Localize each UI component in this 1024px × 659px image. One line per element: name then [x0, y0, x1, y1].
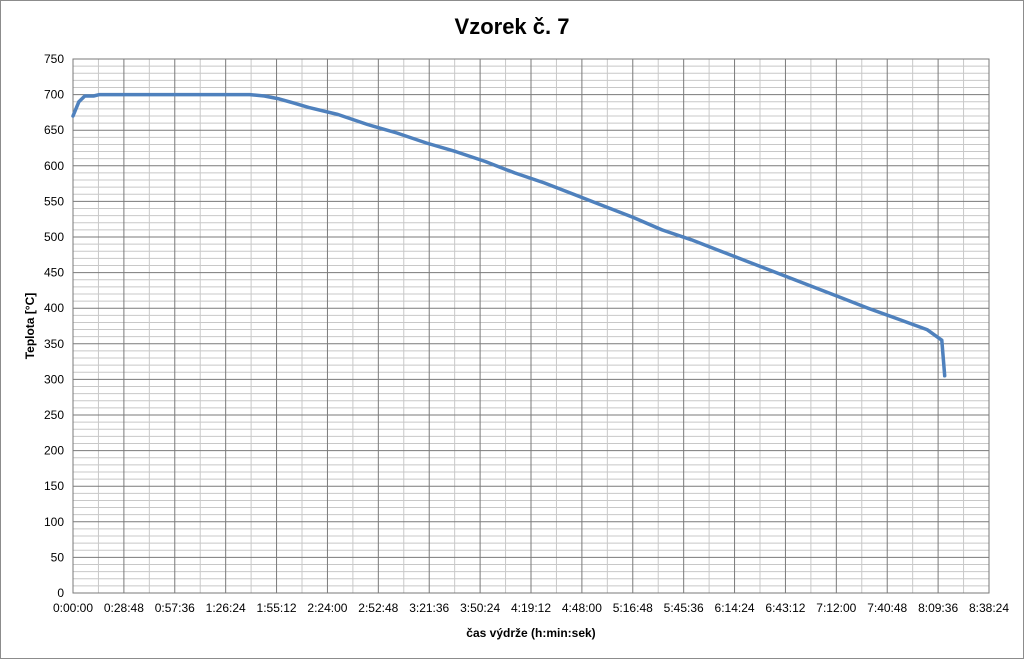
- y-tick-label: 200: [44, 444, 64, 458]
- x-tick-label: 6:14:24: [715, 601, 755, 615]
- y-tick-label: 650: [44, 123, 64, 137]
- chart-title: Vzorek č. 7: [454, 14, 570, 39]
- x-tick-label: 1:55:12: [257, 601, 297, 615]
- major-gridlines: [72, 58, 990, 594]
- y-axis-label: Teplota [°C]: [23, 293, 37, 360]
- y-tick-label: 700: [44, 88, 64, 102]
- y-tick-label: 0: [57, 586, 64, 600]
- y-tick-label: 750: [44, 52, 64, 66]
- x-tick-label: 6:43:12: [765, 601, 805, 615]
- y-tick-label: 250: [44, 408, 64, 422]
- x-tick-label: 4:48:00: [562, 601, 602, 615]
- y-tick-label: 300: [44, 372, 64, 386]
- x-tick-label: 3:50:24: [460, 601, 500, 615]
- y-axis-ticks: 0 50 100 150 200 250 300 350 400 450 500 550 600 650 7…: [44, 52, 64, 600]
- y-tick-label: 450: [44, 266, 64, 280]
- x-tick-label: 0:28:48: [104, 601, 144, 615]
- y-tick-label: 600: [44, 159, 64, 173]
- x-tick-label: 0:57:36: [155, 601, 195, 615]
- x-tick-label: 0:00:00: [53, 601, 93, 615]
- series-line: [71, 92, 947, 378]
- y-tick-label: 50: [51, 550, 65, 564]
- y-tick-label: 100: [44, 515, 64, 529]
- x-tick-label: 2:24:00: [307, 601, 347, 615]
- plot-area-border: [72, 58, 990, 594]
- y-tick-label: 350: [44, 337, 64, 351]
- x-axis-ticks: 0:00:00 0:28:48 0:57:36 1:26:24 1:55:12 2:24:…: [53, 601, 1009, 615]
- y-tick-label: 150: [44, 479, 64, 493]
- x-tick-label: 8:38:24: [969, 601, 1009, 615]
- x-tick-label: 2:52:48: [358, 601, 398, 615]
- x-tick-label: 1:26:24: [206, 601, 246, 615]
- x-tick-label: 8:09:36: [918, 601, 958, 615]
- x-tick-label: 3:21:36: [409, 601, 449, 615]
- x-axis-label: čas výdrže (h:min:sek): [466, 626, 595, 640]
- x-tick-label: 7:12:00: [816, 601, 856, 615]
- y-tick-label: 550: [44, 194, 64, 208]
- x-tick-label: 5:45:36: [664, 601, 704, 615]
- x-tick-label: 7:40:48: [867, 601, 907, 615]
- x-tick-label: 5:16:48: [613, 601, 653, 615]
- x-tick-label: 4:19:12: [511, 601, 551, 615]
- y-tick-label: 400: [44, 301, 64, 315]
- y-tick-label: 500: [44, 230, 64, 244]
